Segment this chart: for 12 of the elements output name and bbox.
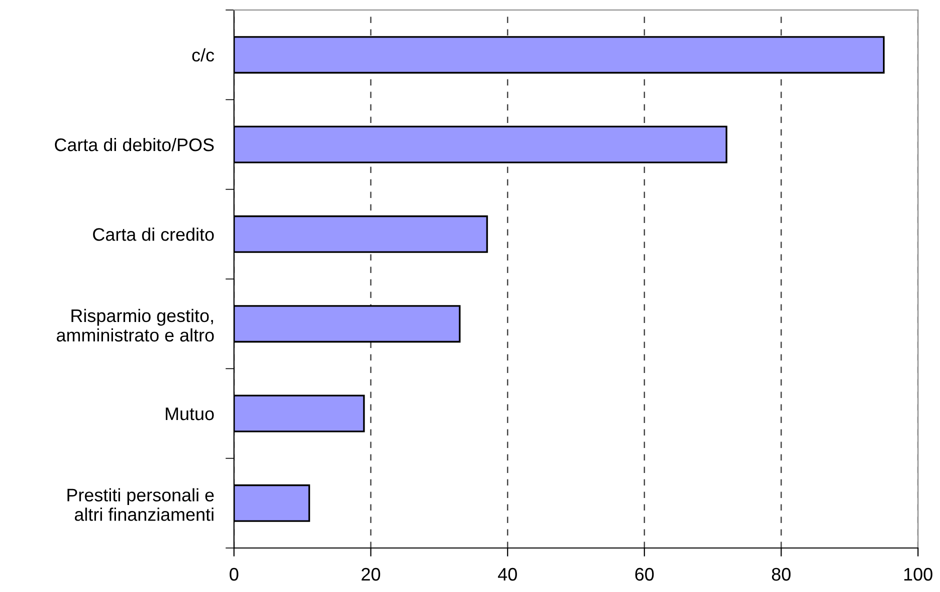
y-tick-label: Risparmio gestito, amministrato e altro: [56, 308, 214, 342]
x-tick-label: 100: [904, 568, 932, 581]
x-tick-label: 0: [230, 568, 238, 581]
y-tick-label: Mutuo: [166, 408, 214, 420]
x-tick-label: 80: [772, 568, 791, 581]
y-tick-label: Prestiti personali e altri finanziamenti: [68, 488, 214, 521]
x-tick-label: 60: [635, 568, 654, 581]
y-tick-label: Carta di credito: [93, 228, 214, 241]
y-tick-label: Carta di debito/POS: [54, 138, 214, 152]
x-tick-label: 40: [498, 568, 517, 581]
x-tick-label: 20: [362, 568, 380, 581]
y-tick-label: c/c: [192, 48, 214, 62]
